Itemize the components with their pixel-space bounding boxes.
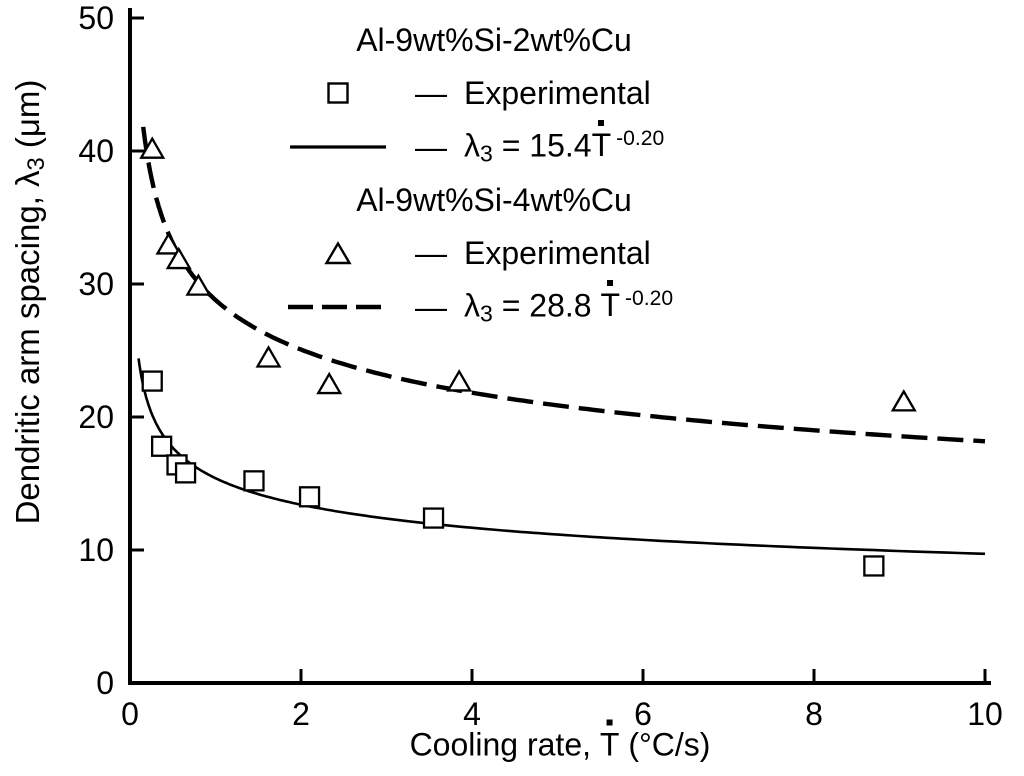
x-tick-label: 2 [292,696,310,732]
fit-line-solid [137,358,986,556]
data-point-triangle [255,345,282,368]
cooling-rate-symbol: T [600,719,619,764]
legend-fit-equation-4cu: λ3 = 28.8 T -0.20 [464,280,674,328]
y-axis-label-text: Dendritic arm spacing, [8,186,46,525]
y-tick-label: 50 [78,0,114,36]
lambda-subscript: 3 [23,157,51,171]
data-point-square [863,555,885,577]
lambda-symbol: λ [8,170,46,187]
y-axis-label: Dendritic arm spacing, λ3 (μm) [9,80,51,525]
data-point-triangle [890,389,917,412]
overdot-icon [607,280,614,287]
y-tick-label: 20 [78,399,114,435]
data-point-triangle [165,246,192,270]
x-tick-label: 4 [463,696,481,732]
x-axis-label-text: Cooling rate, [409,726,600,763]
overdot-icon [606,719,613,726]
legend-fit-equation-2cu: λ3 = 15.4 T -0.20 [464,120,665,168]
legend-label-experimental: Experimental [464,74,651,111]
data-point-triangle [155,232,182,255]
legend-item-experimental-2cu: — Experimental [268,66,720,120]
data-point-triangle [316,371,343,395]
data-point-square [174,462,197,484]
square-marker-icon [268,80,408,106]
legend-title-alloy-2cu: Al-9wt%Si-2wt%Cu [356,22,632,58]
solid-line-icon [268,142,408,152]
triangle-marker-icon [268,240,408,266]
data-point-triangle [139,136,166,159]
legend-separator: — [415,288,447,325]
data-point-square [150,435,173,457]
legend-label-experimental: Experimental [464,234,651,271]
legend: Al-9wt%Si-2wt%Cu — Experimental — λ3 = 1… [268,14,720,334]
data-point-square [298,486,321,508]
data-point-triangle [446,369,473,392]
x-tick-label: 8 [805,696,823,732]
data-point-triangle [185,273,212,296]
legend-item-fit-4cu: — λ3 = 28.8 T -0.20 [268,280,720,334]
overdot-icon [598,120,605,127]
legend-item-fit-2cu: — λ3 = 15.4 T -0.20 [268,120,720,174]
legend-separator: — [415,234,447,271]
dashed-line-icon [268,302,408,312]
legend-item-experimental-4cu: — Experimental [268,226,720,280]
fit-exponent: -0.20 [616,126,665,150]
fit-exponent: -0.20 [625,286,674,310]
y-tick-label: 0 [96,665,114,701]
legend-title-alloy-4cu: Al-9wt%Si-4wt%Cu [356,182,632,218]
x-axis-label: Cooling rate, T (°C/s) [409,719,711,764]
y-tick-label: 40 [78,133,114,169]
legend-separator: — [415,128,447,165]
legend-separator: — [415,74,447,111]
data-point-square [141,370,163,392]
y-axis-unit: (μm) [8,79,46,158]
x-tick-label: 6 [634,696,652,732]
y-tick-label: 30 [78,266,114,302]
x-tick-label: 0 [121,696,139,732]
x-tick-label: 10 [967,696,1003,732]
x-axis-unit: (°C/s) [619,726,711,763]
data-point-square [243,470,265,492]
y-tick-label: 10 [78,532,114,568]
data-point-square [422,507,445,529]
cooling-rate-symbol: T [592,120,611,164]
cooling-rate-symbol: T [600,280,620,324]
fit-line-dashed [141,126,986,444]
